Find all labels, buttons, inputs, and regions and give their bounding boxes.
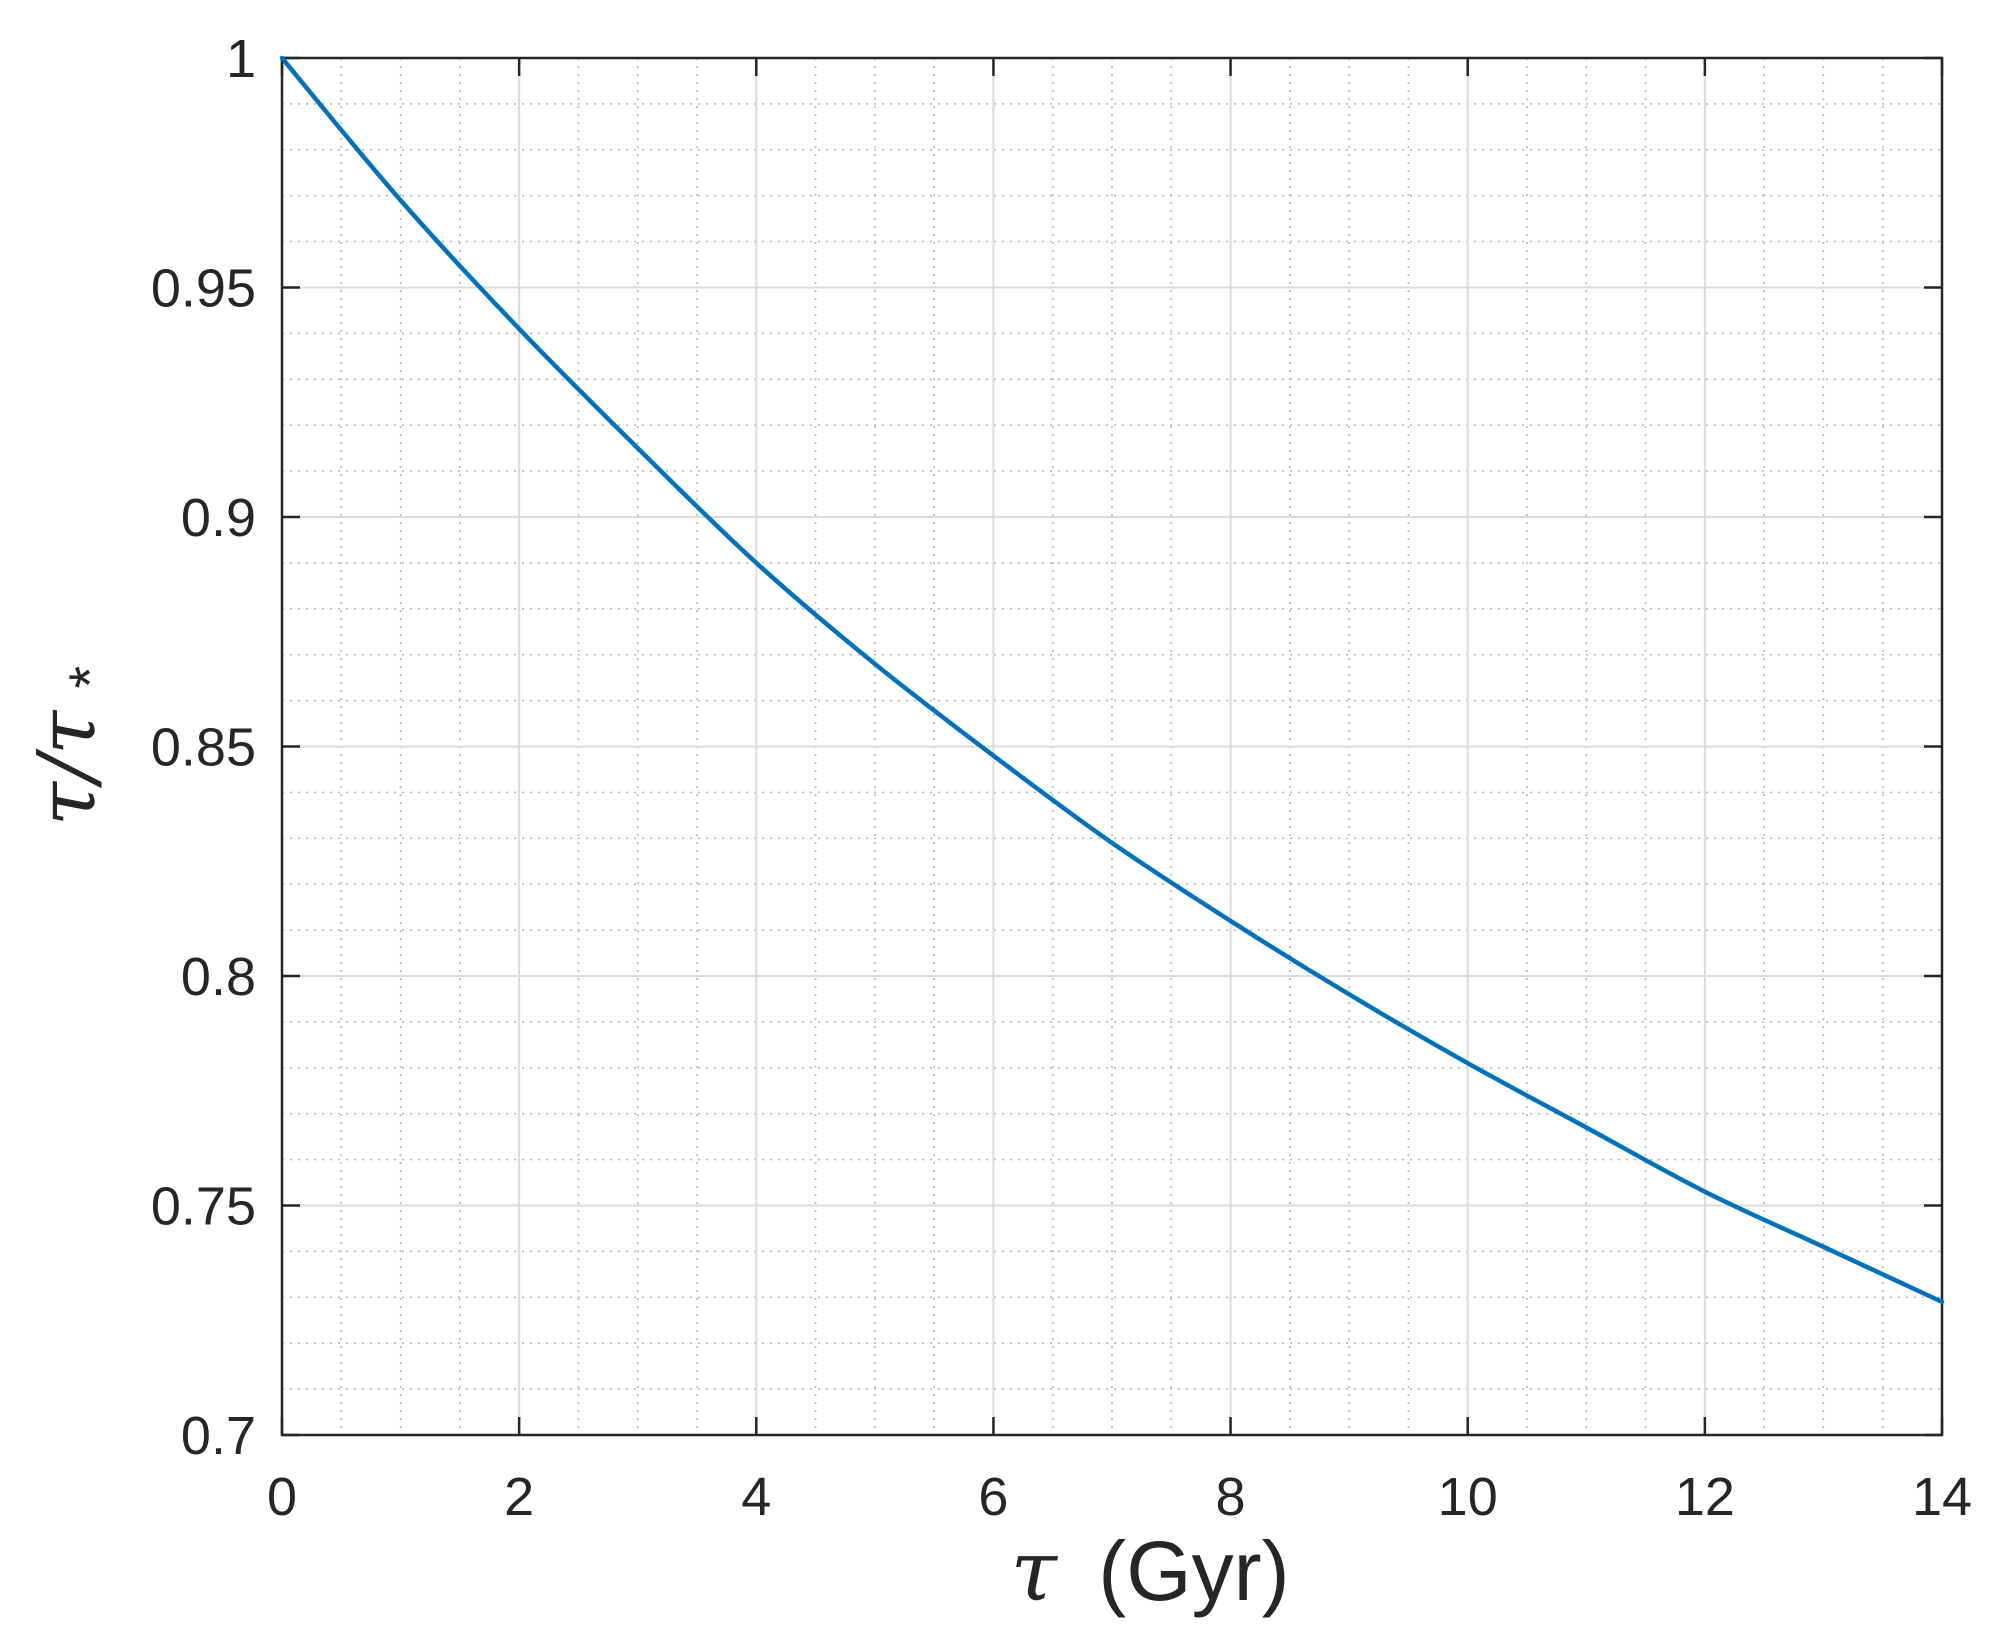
- major-grid: [281, 57, 1943, 1436]
- y-tick-label: 0.95: [151, 259, 256, 319]
- x-tick-label: 2: [504, 1467, 534, 1527]
- x-tick-labels: 0 2 4 6 8 10 12 14: [267, 1467, 1972, 1527]
- x-tick-label: 6: [978, 1467, 1008, 1527]
- y-tick-label: 0.8: [181, 947, 256, 1007]
- y-tick-label: 0.85: [151, 718, 256, 778]
- y-tick-label: 0.75: [151, 1177, 256, 1237]
- y-tick-label: 0.7: [181, 1406, 256, 1466]
- y-axis-subscript: *: [58, 666, 123, 689]
- axis-ticks: [280, 56, 1944, 1437]
- x-tick-label: 10: [1438, 1467, 1498, 1527]
- x-axis-unit: (Gyr): [1098, 1524, 1289, 1618]
- y-axis-title: τ/τ *: [20, 666, 123, 826]
- x-tick-label: 8: [1216, 1467, 1246, 1527]
- series-line: [279, 55, 1945, 1305]
- x-axis-symbol: τ: [1010, 1522, 1058, 1620]
- x-axis-title: τ (Gyr): [1010, 1522, 1289, 1620]
- y-axis-symbol: τ/τ: [20, 709, 113, 826]
- x-tick-label: 14: [1912, 1467, 1972, 1527]
- y-tick-label: 1: [226, 29, 256, 89]
- series-layer: [279, 55, 1945, 1305]
- y-tick-labels: 0.7 0.75 0.8 0.85 0.9 0.95 1: [151, 29, 256, 1466]
- x-tick-label: 4: [741, 1467, 771, 1527]
- y-tick-label: 0.9: [181, 488, 256, 548]
- x-tick-label: 12: [1675, 1467, 1735, 1527]
- x-tick-label: 0: [267, 1467, 297, 1527]
